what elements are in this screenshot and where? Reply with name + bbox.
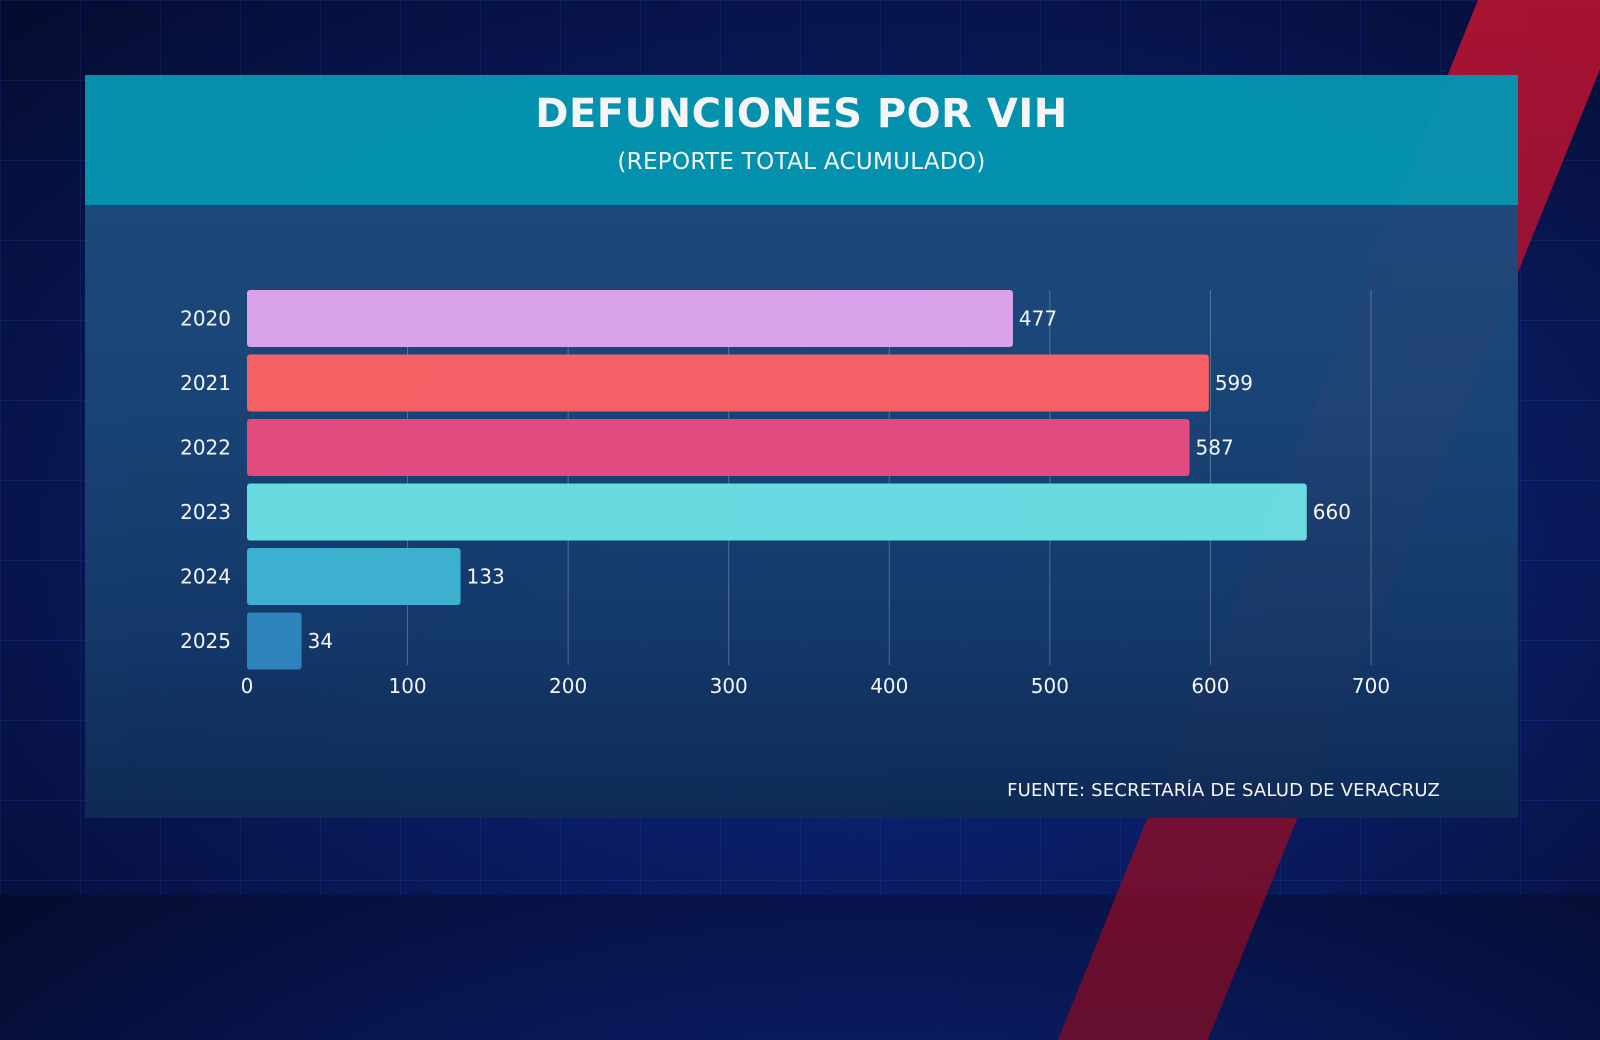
x-tick-label: 300 xyxy=(710,674,748,698)
source-note: FUENTE: SECRETARÍA DE SALUD DE VERACRUZ xyxy=(1007,780,1440,801)
data-label: 587 xyxy=(1196,436,1234,460)
y-tick-label: 2025 xyxy=(180,629,231,653)
bar-2022 xyxy=(247,419,1190,476)
y-tick-label: 2023 xyxy=(180,500,231,524)
x-tick-label: 0 xyxy=(241,674,254,698)
bar-chart: 0 100 200 300 400 500 600 700 2020 477 2021 599 2022… xyxy=(180,290,1390,698)
y-tick-label: 2021 xyxy=(180,371,231,395)
bar-2023 xyxy=(247,483,1307,541)
x-tick-label: 200 xyxy=(549,674,587,698)
bar-2025 xyxy=(247,612,302,670)
chart-subtitle: (REPORTE TOTAL ACUMULADO) xyxy=(617,149,986,175)
chart-panel: DEFUNCIONES POR VIH (REPORTE TOTAL ACUMU… xyxy=(85,75,1518,818)
x-tick-label: 500 xyxy=(1031,674,1069,698)
data-label: 660 xyxy=(1313,500,1351,524)
x-tick-label: 600 xyxy=(1191,674,1229,698)
x-tick-label: 700 xyxy=(1352,674,1390,698)
y-tick-label: 2020 xyxy=(180,307,231,331)
y-tick-label: 2024 xyxy=(180,565,231,589)
bar-2020 xyxy=(247,290,1013,347)
data-label: 599 xyxy=(1215,371,1253,395)
x-tick-label: 100 xyxy=(388,674,426,698)
data-label: 34 xyxy=(308,629,333,653)
data-label: 133 xyxy=(467,565,505,589)
chart-title: DEFUNCIONES POR VIH xyxy=(535,91,1068,137)
chart-header: DEFUNCIONES POR VIH (REPORTE TOTAL ACUMU… xyxy=(85,75,1518,205)
bar-2024 xyxy=(247,548,461,605)
x-tick-label: 400 xyxy=(870,674,908,698)
data-label: 477 xyxy=(1019,307,1057,331)
y-tick-label: 2022 xyxy=(180,436,231,460)
bar-2021 xyxy=(247,354,1209,412)
